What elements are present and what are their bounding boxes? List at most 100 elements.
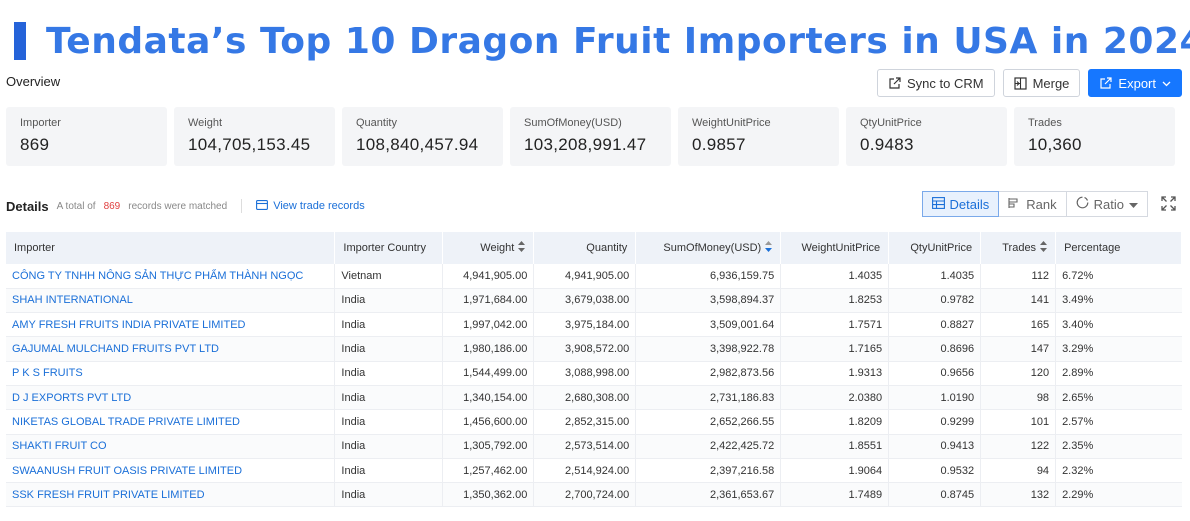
page-title-bar: Tendata’s Top 10 Dragon Fruit Importers … bbox=[14, 18, 1190, 64]
cell-trades: 147 bbox=[980, 336, 1056, 362]
cell-trades: 94 bbox=[980, 458, 1056, 483]
cell-weight: 1,997,042.00 bbox=[442, 312, 534, 337]
tab-rank[interactable]: Rank bbox=[999, 191, 1067, 217]
top-actions: Sync to CRM Merge Export bbox=[876, 69, 1182, 97]
cell-qty-unit-price: 0.8745 bbox=[888, 482, 981, 507]
merge-button[interactable]: Merge bbox=[1002, 69, 1081, 97]
cell-percentage: 2.35% bbox=[1055, 434, 1182, 459]
stat-card-sum-of-money: SumOfMoney(USD) 103,208,991.47 bbox=[510, 107, 671, 166]
stat-value: 104,705,153.45 bbox=[188, 135, 311, 154]
cell-qty-unit-price: 0.8696 bbox=[888, 336, 981, 362]
sync-to-crm-button[interactable]: Sync to CRM bbox=[876, 69, 995, 97]
cell-quantity: 4,941,905.00 bbox=[533, 264, 636, 289]
column-header-weight-unit-price[interactable]: WeightUnitPrice bbox=[780, 232, 890, 264]
cell-trades: 165 bbox=[980, 312, 1056, 337]
cell-country: India bbox=[334, 336, 443, 362]
stat-value: 10,360 bbox=[1028, 135, 1082, 154]
cell-weight: 4,941,905.00 bbox=[442, 264, 534, 289]
cell-weight: 1,340,154.00 bbox=[442, 385, 534, 410]
page-title: Tendata’s Top 10 Dragon Fruit Importers … bbox=[46, 20, 1190, 62]
view-trade-records-label: View trade records bbox=[273, 200, 365, 212]
tab-rank-label: Rank bbox=[1026, 196, 1057, 212]
overview-label: Overview bbox=[6, 74, 61, 89]
cell-percentage: 3.29% bbox=[1055, 336, 1182, 362]
column-header-percentage[interactable]: Percentage bbox=[1055, 232, 1182, 264]
cell-importer[interactable]: SHAKTI FRUIT CO bbox=[12, 440, 107, 453]
stat-value: 0.9483 bbox=[860, 135, 914, 154]
cell-weight-unit-price: 1.4035 bbox=[780, 264, 889, 289]
cell-importer[interactable]: SWAANUSH FRUIT OASIS PRIVATE LIMITED bbox=[12, 464, 243, 477]
stat-card-qty-unit-price: QtyUnitPrice 0.9483 bbox=[846, 107, 1007, 166]
tab-details-label: Details bbox=[949, 196, 990, 212]
chevron-down-icon bbox=[1162, 79, 1171, 88]
view-trade-records-link[interactable]: View trade records bbox=[256, 199, 365, 213]
share-icon bbox=[888, 76, 901, 90]
tab-ratio[interactable]: Ratio bbox=[1066, 191, 1148, 217]
table-row: D J EXPORTS PVT LTD India 1,340,154.00 2,68… bbox=[6, 385, 1182, 410]
cell-percentage: 3.49% bbox=[1055, 288, 1182, 313]
table-icon bbox=[931, 196, 945, 212]
cell-trades: 120 bbox=[980, 361, 1056, 386]
stat-card-quantity: Quantity 108,840,457.94 bbox=[342, 107, 503, 166]
stat-card-trades: Trades 10,360 bbox=[1014, 107, 1175, 166]
cell-sum-of-money: 3,509,001.64 bbox=[635, 312, 781, 337]
caret-down-icon bbox=[1129, 197, 1138, 212]
cell-qty-unit-price: 0.8827 bbox=[888, 312, 981, 337]
export-button[interactable]: Export bbox=[1088, 69, 1182, 97]
cell-importer[interactable]: P K S FRUITS bbox=[12, 367, 83, 380]
cell-weight-unit-price: 1.8209 bbox=[780, 409, 889, 435]
column-header-quantity[interactable]: Quantity bbox=[533, 232, 637, 264]
column-header-sum-of-money[interactable]: SumOfMoney(USD) bbox=[635, 232, 782, 264]
stat-value: 108,840,457.94 bbox=[356, 135, 479, 154]
divider bbox=[241, 199, 243, 213]
importers-table: Importer Importer Country Weight Quantit… bbox=[6, 232, 1182, 507]
cell-weight-unit-price: 1.9064 bbox=[780, 458, 889, 483]
cell-sum-of-money: 2,982,873.56 bbox=[635, 361, 781, 386]
cell-sum-of-money: 2,652,266.55 bbox=[635, 409, 781, 435]
cell-importer[interactable]: GAJUMAL MULCHAND FRUITS PVT LTD bbox=[12, 343, 219, 356]
cell-importer[interactable]: SHAH INTERNATIONAL bbox=[12, 294, 133, 307]
sort-icon[interactable] bbox=[1040, 241, 1048, 255]
column-header-country[interactable]: Importer Country bbox=[334, 232, 444, 264]
cell-weight: 1,257,462.00 bbox=[442, 458, 534, 483]
stat-label: Importer bbox=[20, 117, 61, 129]
stat-label: Quantity bbox=[356, 117, 397, 129]
cell-country: India bbox=[334, 312, 443, 337]
cell-sum-of-money: 2,731,186.83 bbox=[635, 385, 781, 410]
cell-sum-of-money: 3,598,894.37 bbox=[635, 288, 781, 313]
tab-details[interactable]: Details bbox=[921, 191, 1000, 217]
column-header-trades[interactable]: Trades bbox=[980, 232, 1057, 264]
column-header-importer[interactable]: Importer bbox=[6, 232, 336, 264]
stat-label: Trades bbox=[1028, 117, 1062, 129]
cell-percentage: 2.57% bbox=[1055, 409, 1182, 435]
records-suffix: records were matched bbox=[128, 200, 228, 212]
table-row: CÔNG TY TNHH NÔNG SẢN THỰC PHẨM THÀNH NG… bbox=[6, 264, 1182, 289]
cell-quantity: 2,680,308.00 bbox=[533, 385, 636, 410]
cell-importer[interactable]: SSK FRESH FRUIT PRIVATE LIMITED bbox=[12, 488, 205, 501]
stat-label: WeightUnitPrice bbox=[692, 117, 771, 129]
cell-weight-unit-price: 1.8253 bbox=[780, 288, 889, 313]
sort-icon[interactable] bbox=[518, 241, 526, 255]
cell-country: India bbox=[334, 458, 443, 483]
cell-qty-unit-price: 0.9782 bbox=[888, 288, 981, 313]
cell-importer[interactable]: D J EXPORTS PVT LTD bbox=[12, 391, 132, 404]
table-row: GAJUMAL MULCHAND FRUITS PVT LTD India 1,98… bbox=[6, 336, 1182, 362]
column-header-qty-unit-price[interactable]: QtyUnitPrice bbox=[888, 232, 982, 264]
cell-importer[interactable]: NIKETAS GLOBAL TRADE PRIVATE LIMITED bbox=[12, 415, 240, 428]
fullscreen-icon[interactable] bbox=[1161, 196, 1176, 216]
cell-qty-unit-price: 0.9299 bbox=[888, 409, 981, 435]
cell-percentage: 2.65% bbox=[1055, 385, 1182, 410]
cell-weight-unit-price: 1.9313 bbox=[780, 361, 889, 386]
cell-importer[interactable]: CÔNG TY TNHH NÔNG SẢN THỰC PHẨM THÀNH NG… bbox=[12, 269, 304, 282]
cell-weight: 1,971,684.00 bbox=[442, 288, 534, 313]
stat-card-importer: Importer 869 bbox=[6, 107, 167, 166]
cell-trades: 101 bbox=[980, 409, 1056, 435]
table-row: P K S FRUITS India 1,544,499.00 3,088,998.0… bbox=[6, 361, 1182, 386]
sort-icon[interactable] bbox=[765, 241, 773, 255]
cell-qty-unit-price: 0.9532 bbox=[888, 458, 981, 483]
column-header-weight[interactable]: Weight bbox=[442, 232, 535, 264]
stat-label: SumOfMoney(USD) bbox=[524, 117, 622, 129]
cell-importer[interactable]: AMY FRESH FRUITS INDIA PRIVATE LIMITED bbox=[12, 318, 246, 331]
card-icon bbox=[256, 199, 269, 213]
cell-weight: 1,350,362.00 bbox=[442, 482, 534, 507]
